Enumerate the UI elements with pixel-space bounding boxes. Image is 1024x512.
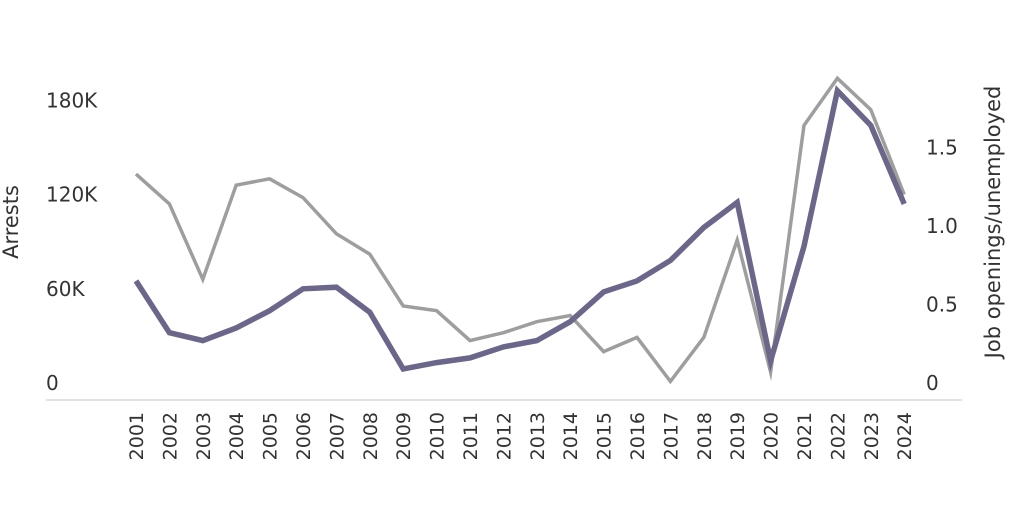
x-tick-label: 2013 xyxy=(527,412,549,460)
arrests-line xyxy=(134,75,906,385)
left-tick-label: 180K xyxy=(46,88,98,112)
x-tick-label: 2007 xyxy=(326,412,348,460)
left-axis-ticks: 0 60K 120K 180K xyxy=(46,88,98,395)
x-tick-label: 2020 xyxy=(761,412,783,460)
x-axis-tick-labels: 2001 2002 2003 2004 2005 2006 2007 2008 2009 2010… xyxy=(126,412,916,460)
right-tick-label: 0.5 xyxy=(926,292,958,316)
x-tick-label: 2022 xyxy=(827,412,849,460)
x-tick-label: 2011 xyxy=(460,412,482,460)
x-tick-label: 2003 xyxy=(193,412,215,460)
x-tick-label: 2002 xyxy=(159,412,181,460)
x-tick-label: 2023 xyxy=(861,412,883,460)
left-axis-title: Arrests xyxy=(0,185,23,259)
x-tick-label: 2010 xyxy=(427,412,449,460)
x-tick-label: 2005 xyxy=(260,412,282,460)
x-tick-label: 2016 xyxy=(627,412,649,460)
right-axis-ticks: 0 0.5 1.0 1.5 xyxy=(926,135,958,395)
right-tick-label: 1.0 xyxy=(926,214,958,238)
right-tick-label: 1.5 xyxy=(926,135,958,159)
x-tick-label: 2012 xyxy=(493,412,515,460)
x-tick-label: 2001 xyxy=(126,412,148,460)
x-tick-label: 2017 xyxy=(660,412,682,460)
left-tick-label: 0 xyxy=(46,371,59,395)
x-tick-label: 2019 xyxy=(727,412,749,460)
right-axis-title: Job openings/unemployed xyxy=(981,86,1005,361)
x-tick-label: 2024 xyxy=(894,412,916,460)
left-tick-label: 120K xyxy=(46,183,98,207)
job-openings-ratio-line xyxy=(133,85,907,373)
x-tick-label: 2015 xyxy=(594,412,616,460)
x-tick-label: 2014 xyxy=(560,412,582,460)
left-tick-label: 60K xyxy=(46,277,85,301)
x-tick-label: 2004 xyxy=(226,412,248,460)
x-tick-label: 2008 xyxy=(360,412,382,460)
x-tick-label: 2018 xyxy=(694,412,716,460)
series-lines xyxy=(133,75,907,385)
right-tick-label: 0 xyxy=(926,371,939,395)
x-tick-label: 2009 xyxy=(393,412,415,460)
x-tick-label: 2006 xyxy=(293,412,315,460)
x-tick-label: 2021 xyxy=(794,412,816,460)
